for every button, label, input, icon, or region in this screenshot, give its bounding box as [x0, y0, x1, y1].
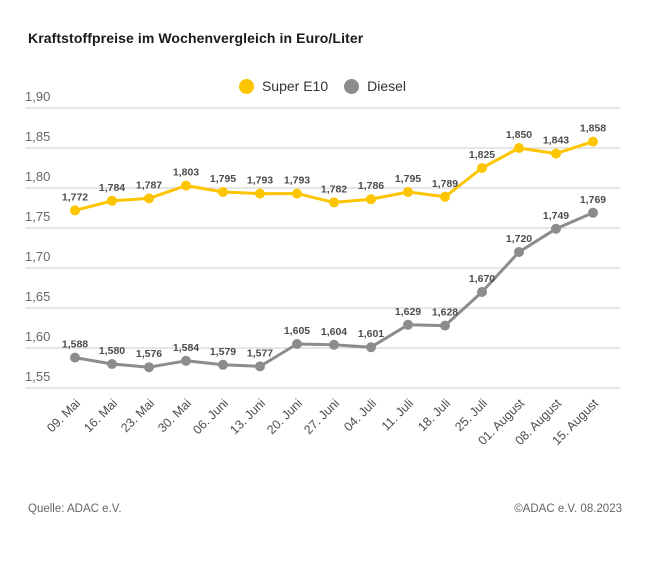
- super-e10-data-point: [366, 194, 376, 205]
- super-e10-value-label: 1,784: [99, 182, 125, 194]
- super-e10-data-point: [551, 148, 561, 159]
- diesel-data-point: [514, 247, 524, 257]
- y-tick-label: 1,80: [25, 169, 50, 184]
- diesel-value-label: 1,629: [395, 306, 421, 318]
- copyright-note: ©ADAC e.V. 08.2023: [514, 503, 622, 515]
- y-tick-label: 1,75: [25, 209, 50, 224]
- super-e10-value-label: 1,782: [321, 183, 347, 195]
- x-tick-label: 18. Juli: [415, 396, 453, 434]
- x-tick-label: 04. Juli: [341, 396, 379, 434]
- diesel-value-label: 1,576: [136, 348, 162, 360]
- diesel-value-label: 1,670: [469, 273, 495, 285]
- diesel-data-point: [292, 339, 302, 349]
- x-tick-label: 20. Juni: [264, 396, 305, 437]
- legend-item-super-e10: Super E10: [238, 78, 329, 94]
- super-e10-data-point: [440, 191, 450, 202]
- x-tick-label: 23. Mai: [118, 396, 157, 435]
- super-e10-value-label: 1,795: [210, 173, 236, 185]
- super-e10-value-label: 1,787: [136, 179, 162, 191]
- super-e10-data-point: [181, 180, 191, 191]
- super-e10-value-label: 1,858: [580, 123, 606, 135]
- diesel-data-point: [181, 355, 191, 366]
- x-tick-label: 09. Mai: [44, 396, 83, 435]
- x-tick-label: 13. Juni: [227, 396, 268, 437]
- diesel-data-point: [551, 223, 561, 234]
- diesel-data-point: [403, 319, 413, 330]
- diesel-value-label: 1,605: [284, 325, 310, 337]
- super-e10-value-label: 1,789: [432, 178, 458, 190]
- super-e10-data-point: [403, 187, 413, 197]
- chart-title: Kraftstoffpreise im Wochenvergleich in E…: [28, 30, 364, 46]
- y-tick-label: 1,60: [25, 329, 50, 344]
- x-tick-label: 06. Juni: [190, 396, 231, 437]
- super-e10-value-label: 1,772: [62, 191, 88, 203]
- diesel-value-label: 1,604: [321, 326, 347, 338]
- diesel-dot-icon: [344, 78, 360, 94]
- super-e10-data-point: [70, 205, 80, 216]
- super-e10-value-label: 1,825: [469, 149, 495, 161]
- legend-label-super-e10: Super E10: [261, 78, 329, 94]
- y-tick-label: 1,85: [25, 129, 50, 144]
- x-tick-label: 11. Juli: [379, 396, 416, 433]
- super-e10-value-label: 1,850: [506, 129, 532, 141]
- diesel-data-point: [70, 352, 80, 363]
- diesel-value-label: 1,628: [432, 307, 458, 319]
- y-tick-label: 1,55: [25, 369, 50, 384]
- super-e10-data-point: [477, 163, 487, 173]
- diesel-value-label: 1,749: [543, 210, 569, 222]
- y-tick-label: 1,90: [25, 89, 50, 104]
- super-e10-dot-icon: [238, 78, 254, 94]
- super-e10-data-point: [218, 187, 228, 197]
- super-e10-data-point: [588, 136, 598, 147]
- diesel-data-point: [440, 320, 450, 331]
- x-tick-label: 27. Juni: [301, 396, 342, 437]
- diesel-data-point: [329, 339, 339, 350]
- super-e10-data-point: [514, 143, 524, 153]
- super-e10-data-point: [107, 195, 117, 206]
- diesel-data-point: [218, 359, 228, 370]
- super-e10-value-label: 1,795: [395, 173, 421, 185]
- diesel-value-label: 1,584: [173, 342, 199, 354]
- source-note: Quelle: ADAC e.V.: [28, 503, 122, 515]
- diesel-value-label: 1,769: [580, 194, 606, 206]
- diesel-data-point: [477, 287, 487, 297]
- footer: Quelle: ADAC e.V. ©ADAC e.V. 08.2023: [28, 503, 622, 515]
- super-e10-value-label: 1,843: [543, 135, 569, 147]
- legend-label-diesel: Diesel: [367, 78, 407, 94]
- x-tick-label: 16. Mai: [81, 396, 120, 435]
- diesel-value-label: 1,577: [247, 347, 273, 359]
- super-e10-data-point: [255, 188, 265, 199]
- super-e10-data-point: [329, 197, 339, 208]
- diesel-data-point: [366, 342, 376, 353]
- diesel-data-point: [144, 362, 154, 373]
- diesel-data-point: [255, 361, 265, 372]
- y-tick-label: 1,70: [25, 249, 50, 264]
- super-e10-value-label: 1,793: [247, 175, 273, 187]
- legend: Super E10 Diesel: [25, 78, 620, 94]
- diesel-value-label: 1,579: [210, 346, 236, 358]
- diesel-data-point: [107, 359, 117, 369]
- diesel-value-label: 1,720: [506, 233, 532, 245]
- diesel-value-label: 1,601: [358, 328, 384, 340]
- super-e10-data-point: [292, 188, 302, 199]
- super-e10-data-point: [144, 193, 154, 204]
- super-e10-value-label: 1,793: [284, 175, 310, 187]
- legend-item-diesel: Diesel: [344, 78, 406, 94]
- y-tick-label: 1,65: [25, 289, 50, 304]
- super-e10-value-label: 1,803: [173, 167, 199, 179]
- diesel-value-label: 1,588: [62, 339, 88, 351]
- diesel-value-label: 1,580: [99, 345, 125, 357]
- x-tick-label: 30. Mai: [155, 396, 194, 435]
- diesel-data-point: [588, 207, 598, 218]
- super-e10-value-label: 1,786: [358, 180, 384, 192]
